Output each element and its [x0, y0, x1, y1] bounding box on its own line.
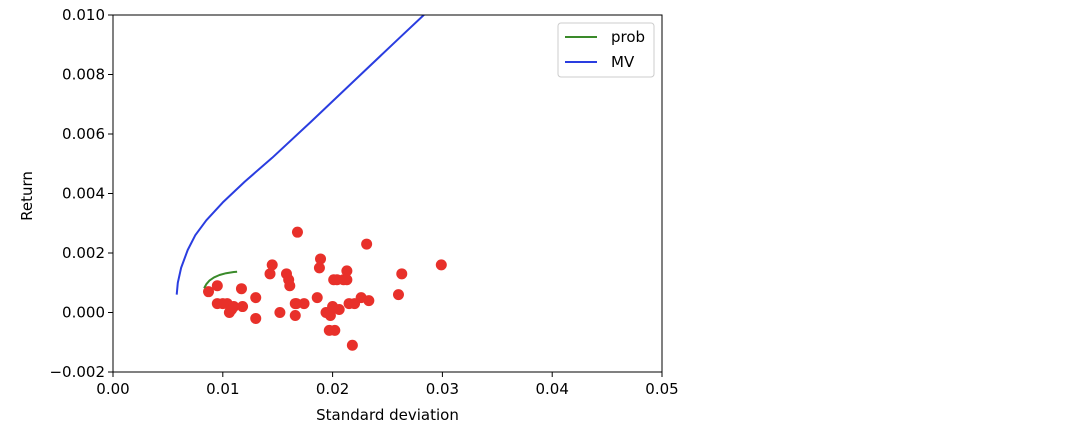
plot-area	[175, 15, 447, 351]
y-tick-label: 0.010	[62, 6, 105, 24]
scatter-point	[313, 262, 325, 274]
scatter-point	[392, 289, 404, 301]
x-tick-label: 0.01	[206, 380, 239, 398]
scatter-point	[250, 292, 262, 304]
scatter-point	[274, 307, 286, 318]
x-tick-label: 0.02	[316, 380, 349, 398]
y-tick-label: 0.002	[62, 244, 105, 262]
y-axis-label: Return	[18, 171, 36, 221]
scatter-point	[396, 268, 408, 280]
scatter-point	[435, 259, 447, 271]
scatter-point	[228, 301, 240, 313]
scatter-point	[361, 238, 373, 250]
x-axis-label: Standard deviation	[316, 406, 459, 424]
legend-label-mv: MV	[611, 53, 635, 71]
scatter-point	[250, 312, 262, 324]
scatter-point	[284, 280, 296, 292]
y-tick-label: 0.004	[62, 185, 105, 203]
scatter-point	[324, 309, 336, 321]
series-line-prob	[203, 270, 238, 289]
x-axis: 0.00 0.01 0.02 0.03 0.04 0.05	[96, 372, 679, 398]
scatter-point	[333, 304, 345, 316]
y-tick-label: 0.000	[62, 304, 105, 322]
plot-content	[175, 15, 447, 351]
scatter-point	[315, 253, 327, 265]
scatter-point	[264, 268, 276, 280]
scatter-point	[289, 309, 301, 321]
legend-label-prob: prob	[611, 28, 645, 46]
scatter-point	[203, 286, 215, 298]
scatter-point	[311, 292, 323, 304]
series-line-mv	[175, 15, 426, 295]
y-tick-label: 0.008	[62, 66, 105, 84]
scatter-point	[298, 298, 310, 310]
scatter-point	[346, 339, 358, 351]
y-axis: −0.002 0.000 0.002 0.004 0.006 0.008 0.010	[49, 6, 113, 381]
x-tick-label: 0.05	[645, 380, 678, 398]
x-tick-label: 0.00	[96, 380, 129, 398]
scatter-point	[291, 226, 303, 238]
y-tick-label: −0.002	[49, 363, 105, 381]
y-tick-label: 0.006	[62, 125, 105, 143]
scatter-point	[363, 295, 375, 307]
scatter-point	[329, 324, 341, 336]
scatter-point	[341, 265, 353, 277]
scatter-point	[235, 283, 247, 295]
scatter-point	[266, 259, 278, 271]
scatter-point	[237, 301, 249, 313]
x-tick-label: 0.03	[426, 380, 459, 398]
scatter-point	[290, 298, 302, 310]
x-tick-label: 0.04	[535, 380, 568, 398]
legend: prob MV	[557, 22, 655, 78]
scatter-point	[211, 280, 223, 292]
scatter-point	[341, 274, 353, 286]
